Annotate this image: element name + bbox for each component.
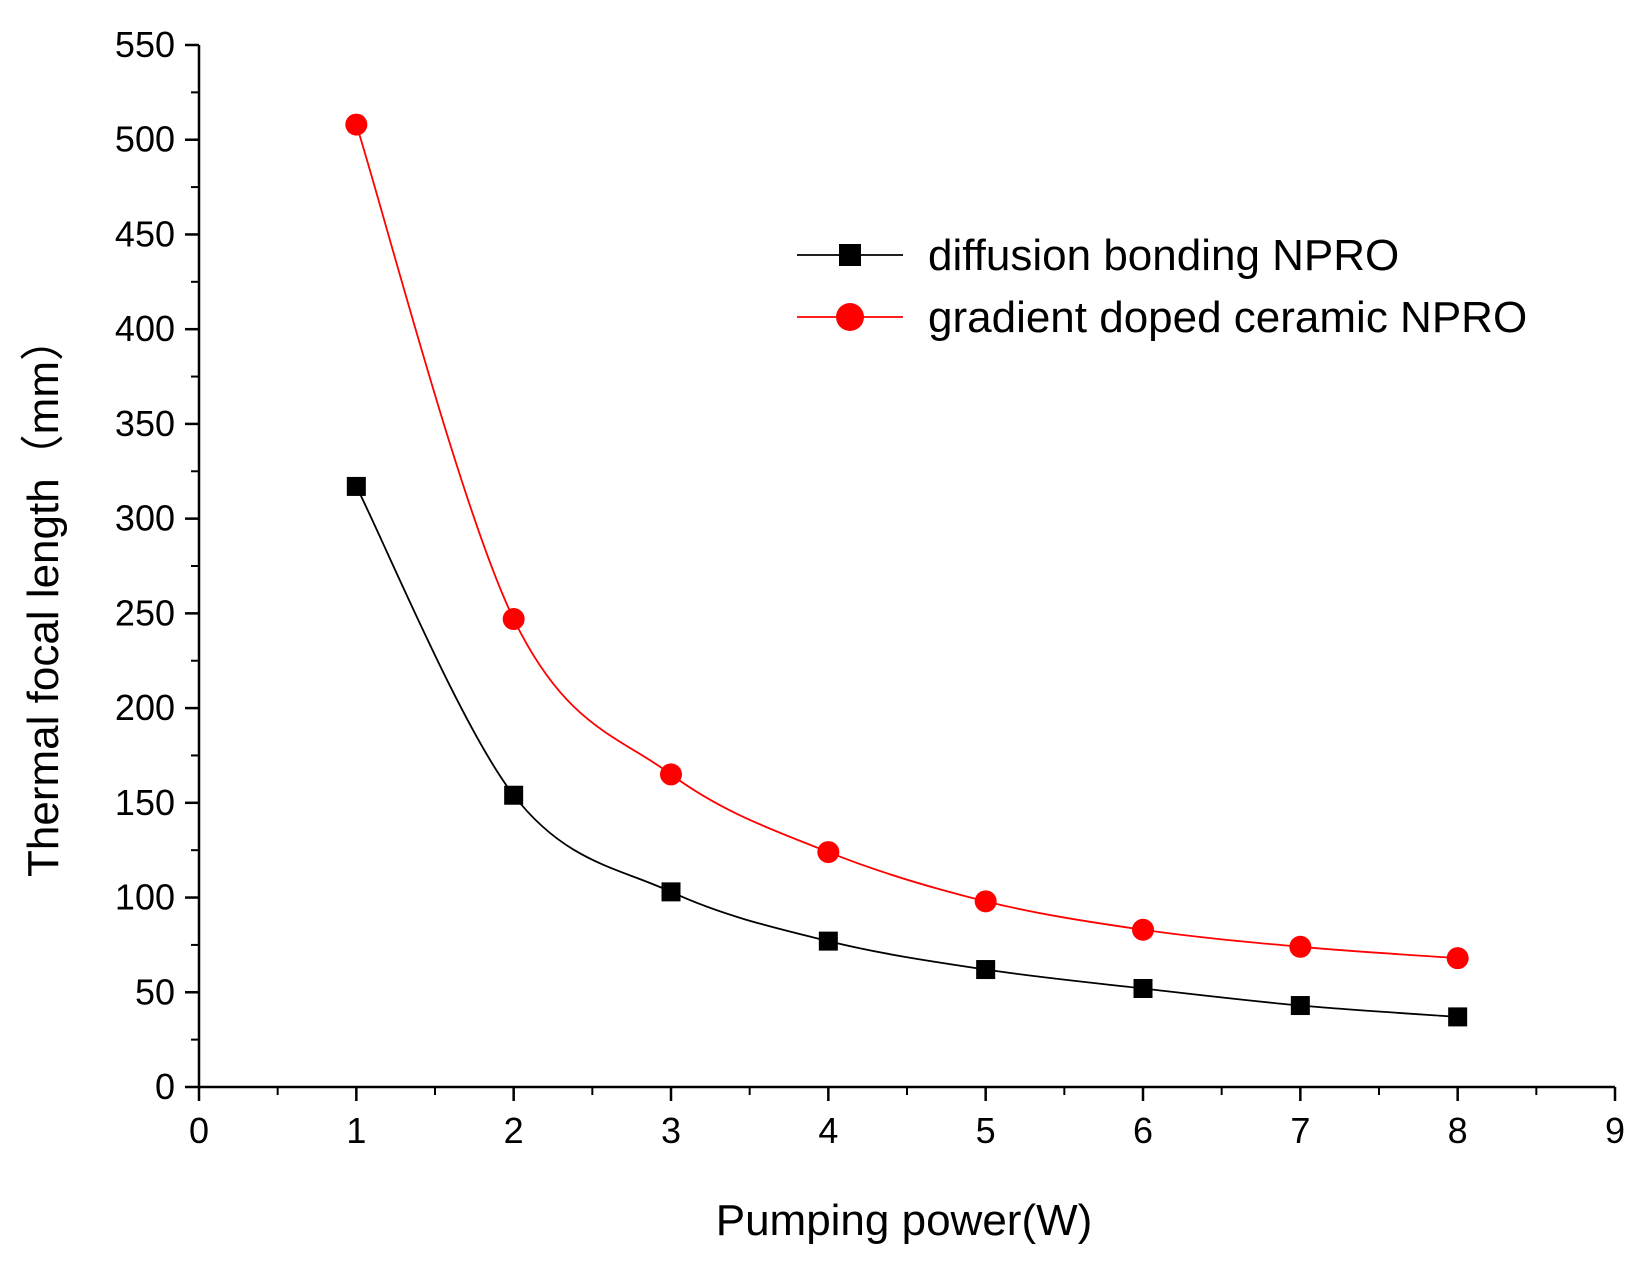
legend-label: gradient doped ceramic NPRO: [928, 293, 1527, 342]
data-point: [502, 608, 525, 631]
legend-label: diffusion bonding NPRO: [928, 231, 1399, 280]
data-point: [345, 113, 368, 136]
data-point: [346, 476, 366, 496]
legend-marker: [839, 244, 861, 266]
x-tick-label: 2: [504, 1110, 524, 1151]
x-tick-label: 1: [346, 1110, 366, 1151]
series-2: [345, 113, 1469, 970]
y-tick-label: 550: [115, 24, 175, 65]
x-tick-label: 0: [189, 1110, 209, 1151]
y-tick-label: 350: [115, 403, 175, 444]
data-point: [817, 841, 840, 864]
y-tick-label: 150: [115, 782, 175, 823]
y-tick-label: 300: [115, 498, 175, 539]
data-point: [1446, 947, 1469, 970]
legend-marker: [836, 303, 864, 331]
legend-item-2: gradient doped ceramic NPRO: [797, 293, 1527, 342]
data-point: [976, 960, 996, 980]
data-point: [974, 890, 997, 913]
x-tick-label: 4: [818, 1110, 838, 1151]
data-point: [1132, 918, 1154, 941]
y-tick-label: 450: [115, 213, 175, 254]
x-tick-label: 7: [1290, 1110, 1310, 1151]
series-1: [346, 476, 1468, 1027]
y-tick-label: 100: [115, 877, 175, 918]
data-point: [504, 785, 524, 805]
legend: diffusion bonding NPRO gradient doped cer…: [797, 231, 1527, 342]
x-axis-title: Pumping power(W): [716, 1196, 1093, 1245]
y-tick-label: 400: [115, 308, 175, 349]
y-tick-label: 50: [135, 971, 175, 1012]
data-point: [1448, 1007, 1468, 1027]
y-axis-title: Thermal focal length（mm）: [19, 317, 68, 877]
data-point: [1290, 996, 1310, 1016]
y-tick-label: 500: [115, 119, 175, 160]
x-tick-label: 5: [976, 1110, 996, 1151]
legend-item-1: diffusion bonding NPRO: [797, 231, 1399, 280]
data-point: [661, 882, 681, 902]
y-tick-label: 200: [115, 687, 175, 728]
y-tick-label: 250: [115, 592, 175, 633]
x-tick-label: 8: [1448, 1110, 1468, 1151]
data-point: [1133, 978, 1153, 998]
data-point: [660, 763, 682, 786]
series-line: [355, 486, 1458, 1018]
data-point: [1289, 935, 1312, 958]
series-layer: [345, 113, 1469, 1027]
data-point: [818, 931, 838, 951]
x-tick-label: 3: [661, 1110, 681, 1151]
x-tick-label: 6: [1133, 1110, 1153, 1151]
x-tick-label: 9: [1605, 1110, 1625, 1151]
y-tick-label: 0: [155, 1066, 175, 1107]
axes: 0 50 100 150 200 250 300 350 400 450 500 550 0 1 2 3 4 5 6…: [115, 24, 1625, 1151]
